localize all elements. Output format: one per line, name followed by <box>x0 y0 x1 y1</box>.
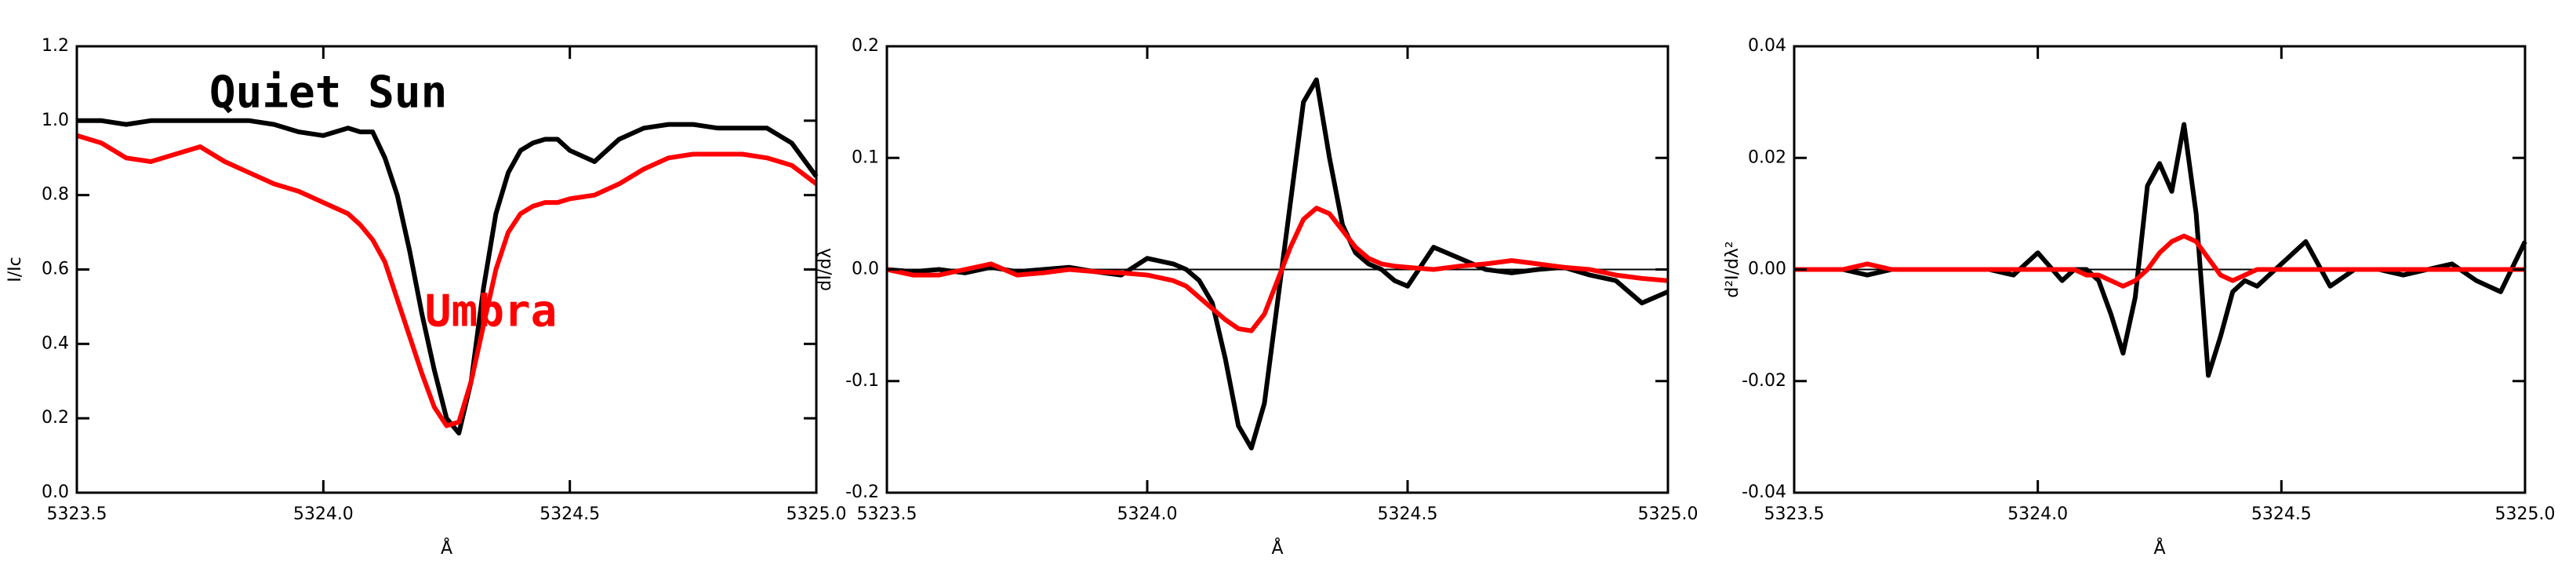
x-tick-label: 5325.0 <box>2495 504 2556 524</box>
series-line <box>77 118 819 436</box>
y-tick-label: 0.00 <box>1748 260 1786 279</box>
y-tick-label: -0.2 <box>845 482 879 502</box>
y-tick-label: -0.04 <box>1742 482 1786 502</box>
y-tick-label: -0.1 <box>845 371 879 391</box>
y-tick-label: 0.6 <box>42 260 69 279</box>
x-tick-label: 5324.5 <box>540 504 600 524</box>
y-tick-label: 0.0 <box>42 482 69 502</box>
x-tick-label: 5323.5 <box>1764 504 1825 524</box>
x-tick-label: 5324.0 <box>1117 504 1178 524</box>
y-tick-label: 1.0 <box>42 111 69 130</box>
y-tick-label: 0.0 <box>852 260 879 279</box>
y-tick-label: 0.2 <box>852 36 879 56</box>
x-tick-label: 5324.0 <box>2007 504 2068 524</box>
y-tick-label: 0.8 <box>42 185 69 205</box>
y-tick-label: -0.02 <box>1742 371 1786 391</box>
x-axis-label: Å <box>441 537 452 559</box>
y-tick-label: 0.4 <box>42 333 69 353</box>
series-line <box>886 206 1669 333</box>
y-tick-label: 1.2 <box>42 36 69 56</box>
x-tick-label: 5325.0 <box>1638 504 1699 524</box>
y-tick-label: 0.2 <box>42 408 69 428</box>
y-axis-label: I/Ic <box>5 257 25 282</box>
y-tick-label: 0.02 <box>1748 147 1786 167</box>
x-tick-label: 5324.0 <box>293 504 354 524</box>
y-tick-label: 0.1 <box>852 147 879 167</box>
x-axis-label: Å <box>2153 537 2165 559</box>
series-label: Quiet Sun <box>209 67 447 118</box>
x-tick-label: 5324.5 <box>2251 504 2312 524</box>
series-line <box>1794 233 2525 289</box>
series-line <box>76 133 818 428</box>
series-label: Umbra <box>425 286 558 337</box>
series-line <box>886 77 1669 451</box>
x-tick-label: 5323.5 <box>47 504 107 524</box>
y-axis-label: dI/dλ <box>816 248 835 291</box>
x-tick-label: 5325.0 <box>787 504 847 524</box>
y-tick-label: 0.04 <box>1748 36 1786 56</box>
y-axis-label: d²I/dλ² <box>1723 241 1742 298</box>
x-axis-label: Å <box>1271 537 1283 559</box>
x-tick-label: 5324.5 <box>1378 504 1438 524</box>
x-tick-label: 5323.5 <box>857 504 917 524</box>
